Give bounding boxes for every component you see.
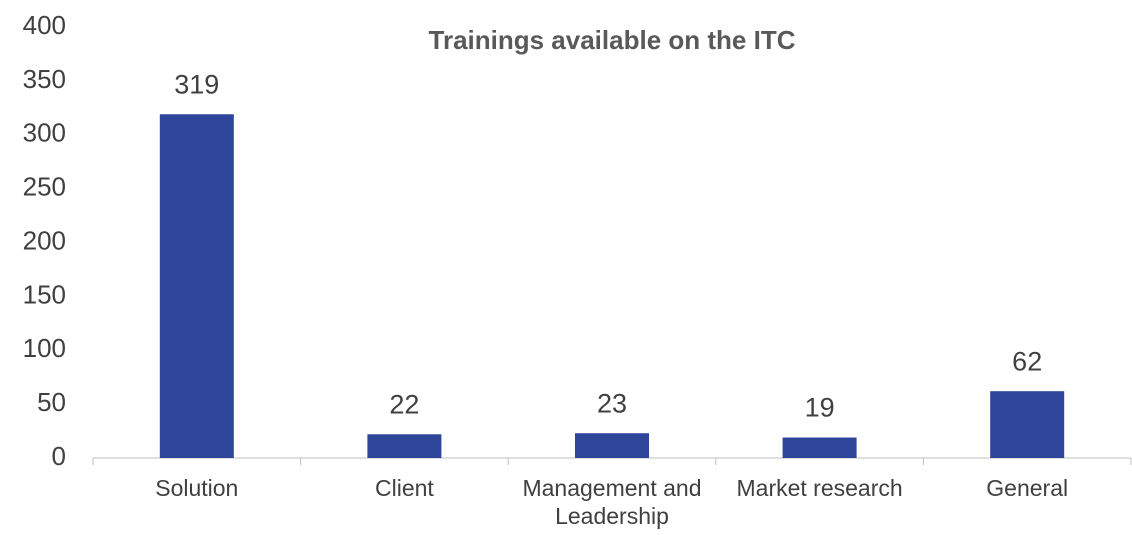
y-tick-label: 250 [23, 172, 66, 202]
bar [990, 391, 1065, 458]
data-label: 22 [389, 389, 419, 419]
bar [575, 433, 649, 458]
y-tick-label: 400 [23, 10, 66, 40]
bar [782, 437, 857, 458]
x-tick-label: Client [374, 475, 434, 501]
y-tick-label: 100 [23, 333, 66, 363]
x-tick-label: Management and Leadership [522, 475, 702, 529]
data-label: 62 [1012, 346, 1042, 376]
x-tick-label: Market research [736, 475, 903, 501]
data-label: 23 [597, 388, 627, 418]
bar [159, 114, 234, 458]
y-tick-label: 0 [52, 441, 66, 471]
y-tick-label: 150 [23, 279, 66, 309]
y-tick-label: 300 [23, 118, 66, 148]
x-tick-label: General [986, 475, 1069, 501]
chart-title: Trainings available on the ITC [429, 25, 796, 55]
data-label: 319 [174, 69, 219, 99]
x-tick-label: Solution [155, 475, 239, 501]
data-label: 19 [805, 393, 835, 423]
y-tick-label: 200 [23, 225, 66, 255]
y-tick-label: 350 [23, 64, 66, 94]
bar [367, 434, 442, 458]
y-tick-label: 50 [37, 387, 66, 417]
